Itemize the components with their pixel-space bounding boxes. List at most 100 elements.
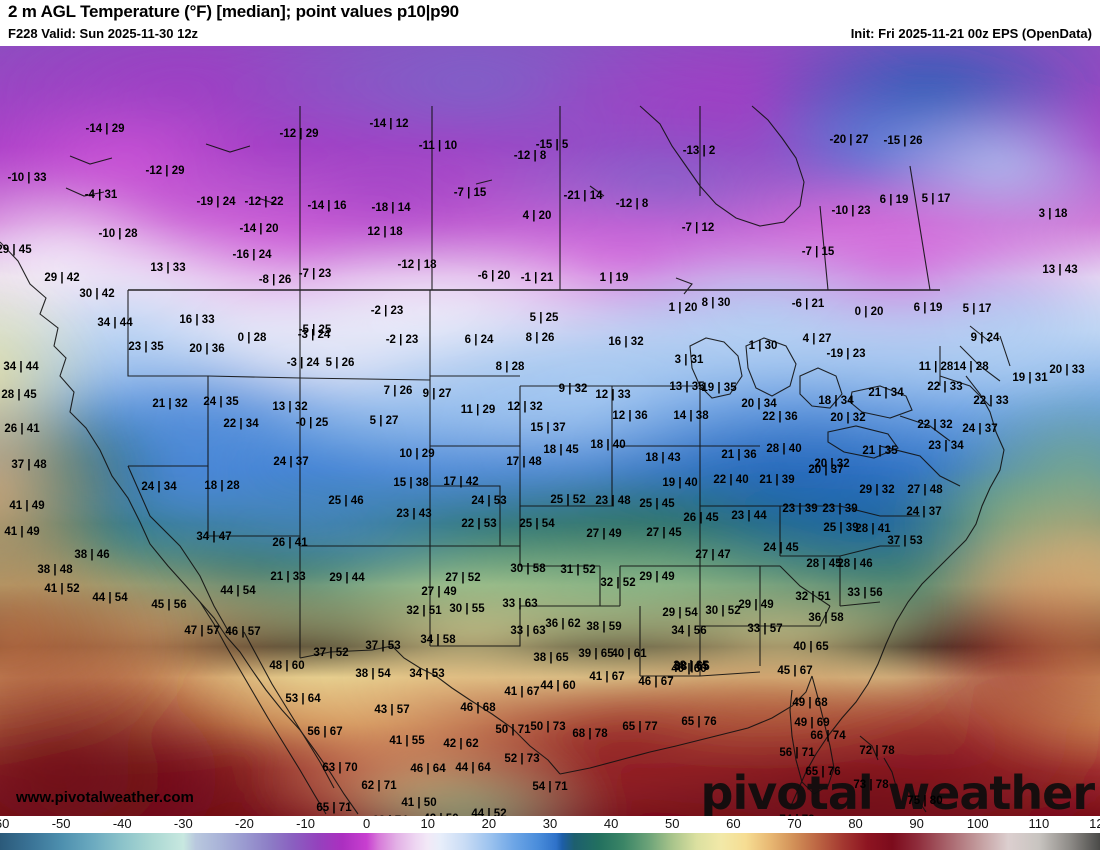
point-value-label: 5 | 17 — [921, 193, 951, 205]
point-value-label: 44 | 54 — [220, 585, 256, 597]
point-value-label: 22 | 36 — [762, 411, 798, 423]
point-value-label: 33 | 57 — [747, 623, 783, 635]
point-value-label: 28 | 40 — [766, 443, 802, 455]
point-value-label: 15 | 37 — [530, 422, 566, 434]
point-value-label: 24 | 45 — [763, 542, 799, 554]
init-time-label: Init: Fri 2025-11-21 00z EPS (OpenData) — [850, 26, 1092, 41]
point-value-label: 5 | 25 — [529, 312, 559, 324]
point-value-label: 41 | 50 — [401, 797, 437, 809]
point-value-label: 12 | 33 — [595, 389, 631, 401]
point-value-label: -21 | 14 — [563, 190, 603, 202]
point-value-label: 21 | 32 — [152, 398, 188, 410]
point-value-label: 19 | 35 — [701, 382, 737, 394]
point-value-label: 34 | 47 — [196, 531, 232, 543]
point-value-label: 28 | 45 — [1, 389, 37, 401]
colorbar-tick-label: -30 — [173, 816, 193, 831]
point-value-label: -12 | 22 — [244, 196, 284, 208]
point-value-label: 66 | 74 — [810, 730, 846, 742]
point-value-label: 8 | 26 — [525, 332, 555, 344]
point-value-label: 25 | 46 — [328, 495, 364, 507]
point-value-label: 34 | 56 — [671, 625, 707, 637]
point-value-label: -6 | 21 — [791, 298, 825, 310]
colorbar-tick-label: -50 — [51, 816, 71, 831]
point-value-label: -3 | 24 — [297, 329, 331, 341]
point-value-label: 23 | 35 — [128, 341, 164, 353]
point-value-label: -14 | 16 — [307, 200, 347, 212]
point-value-label: 46 | 57 — [225, 626, 261, 638]
point-value-label: 41 | 55 — [389, 735, 425, 747]
point-value-label: 40 | 60 — [671, 663, 707, 675]
point-value-label: -20 | 27 — [829, 134, 869, 146]
point-value-label: 29 | 49 — [738, 599, 774, 611]
point-value-label: 5 | 27 — [369, 415, 399, 427]
point-value-label: 41 | 49 — [9, 500, 45, 512]
point-value-label: 14 | 38 — [673, 410, 709, 422]
point-value-label: 13 | 43 — [1042, 264, 1078, 276]
point-value-label: 15 | 38 — [393, 477, 429, 489]
point-value-label: 32 | 52 — [600, 577, 636, 589]
point-value-label: -3 | 24 — [286, 357, 320, 369]
point-value-label: 13 | 32 — [272, 401, 308, 413]
point-value-label: -15 | 5 — [535, 139, 569, 151]
point-value-label: 23 | 34 — [928, 440, 964, 452]
point-value-label: 20 | 32 — [830, 412, 866, 424]
point-value-label: 44 | 54 — [92, 592, 128, 604]
point-value-label: 42 | 62 — [443, 738, 479, 750]
point-value-label: 45 | 56 — [151, 599, 187, 611]
point-value-label: 22 | 34 — [223, 418, 259, 430]
point-value-label: -7 | 12 — [681, 222, 715, 234]
point-value-label: 22 | 32 — [917, 419, 953, 431]
point-value-label: 49 | 69 — [794, 717, 830, 729]
point-value-label: 12 | 18 — [367, 226, 403, 238]
point-value-label: 5 | 26 — [325, 357, 355, 369]
point-value-label: 20 | 34 — [741, 398, 777, 410]
point-value-label: 72 | 78 — [859, 745, 895, 757]
point-value-label: 54 | 71 — [532, 781, 568, 793]
point-value-label: 1 | 20 — [668, 302, 698, 314]
point-value-label: 16 | 33 — [179, 314, 215, 326]
point-value-label: 73 | 78 — [853, 779, 889, 791]
point-value-label: -12 | 8 — [615, 198, 649, 210]
colorbar-tick-label: 0 — [363, 816, 371, 831]
point-value-label: 30 | 55 — [449, 603, 485, 615]
point-value-label: 0 | 20 — [854, 306, 884, 318]
point-value-label: 44 | 60 — [540, 680, 576, 692]
point-value-label: 24 | 37 — [906, 506, 942, 518]
point-value-label: 46 | 64 — [410, 763, 446, 775]
point-value-label: 29 | 42 — [44, 272, 80, 284]
point-value-label: -5 | 25 — [298, 324, 332, 336]
point-value-label: 62 | 71 — [361, 780, 397, 792]
point-value-label: 27 | 49 — [421, 586, 457, 598]
colorbar-tick-label: 80 — [848, 816, 863, 831]
point-value-label: 65 | 71 — [316, 802, 352, 814]
point-value-label: -10 | 33 — [7, 172, 47, 184]
point-value-label: 19 | 31 — [1012, 372, 1048, 384]
colorbar-tick-label: 100 — [966, 816, 989, 831]
point-value-label: -2 | 23 — [385, 334, 419, 346]
point-value-label: 9 | 32 — [558, 383, 588, 395]
point-value-label: 27 | 47 — [695, 549, 731, 561]
colorbar-tick-label: -10 — [296, 816, 315, 831]
point-value-label: 23 | 44 — [731, 510, 767, 522]
map-header: 2 m AGL Temperature (°F) [median]; point… — [0, 0, 1100, 46]
point-value-label: 4 | 20 — [522, 210, 552, 222]
point-value-label: 56 | 67 — [307, 726, 343, 738]
point-value-label: 32 | 51 — [406, 605, 442, 617]
point-value-label: 7 | 26 — [383, 385, 413, 397]
point-value-label: 20 | 36 — [189, 343, 225, 355]
point-value-label: -12 | 8 — [513, 150, 547, 162]
point-value-label: 75 | 80 — [907, 795, 943, 807]
point-value-label: -7 | 15 — [453, 187, 487, 199]
point-value-label: -8 | 26 — [258, 274, 292, 286]
point-value-label: 23 | 39 — [822, 503, 858, 515]
point-value-label: 28 | 41 — [855, 523, 891, 535]
point-value-label: -14 | 29 — [85, 123, 125, 135]
point-value-label: 48 | 60 — [269, 660, 305, 672]
point-value-label: 40 | 65 — [793, 641, 829, 653]
point-value-label: 38 | 46 — [74, 549, 110, 561]
point-value-label: 74 | 79 — [779, 814, 814, 816]
colorbar-tick-label: -20 — [235, 816, 254, 831]
colorbar-tick-label: 70 — [787, 816, 802, 831]
map-canvas[interactable]: pivotal weather www.pivotalweather.com -… — [0, 46, 1100, 816]
point-value-label: 24 | 53 — [471, 495, 507, 507]
